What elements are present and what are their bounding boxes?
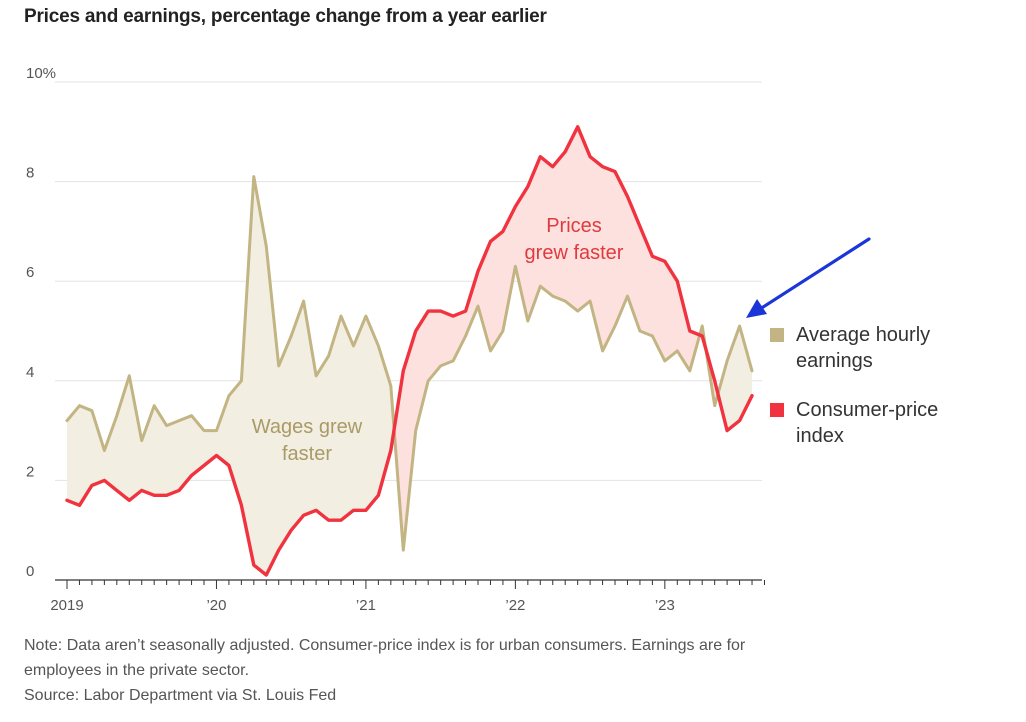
footnote: Note: Data aren’t seasonally adjusted. C… [24, 633, 924, 708]
legend-item-cpi: Consumer-price index [770, 397, 996, 449]
note-line1: Note: Data aren’t seasonally adjusted. C… [24, 637, 746, 654]
x-axis: 2019 ’20 ’21 ’22 ’23 [50, 579, 765, 614]
arrow-head [746, 299, 767, 318]
note-line2: employees in the private sector. [24, 662, 250, 679]
annotation-prices-faster: grew faster [525, 242, 624, 264]
wages-faster-area [717, 326, 753, 431]
wages-faster-area [67, 176, 395, 576]
y-tick-label: 4 [26, 364, 34, 381]
annotation-wages-faster: faster [282, 443, 332, 465]
y-tick-label: 10% [26, 65, 56, 82]
legend-swatch-cpi [770, 403, 784, 417]
series-lines [65, 125, 754, 577]
series-line-earnings [65, 175, 754, 552]
y-tick-label: 6 [26, 264, 34, 281]
annotation-prices-faster: Prices [546, 215, 602, 237]
x-tick-label: ’23 [655, 597, 675, 614]
annotations: Wages grew faster Prices grew faster [252, 215, 624, 465]
y-tick-label: 0 [26, 563, 34, 580]
arrow-annotation [746, 237, 871, 318]
legend-label-earnings-line2: earnings [796, 350, 873, 372]
series-line-cpi [65, 125, 754, 577]
legend-label-earnings-line1: Average hourly [796, 324, 931, 346]
chart-title: Prices and earnings, percentage change f… [24, 6, 547, 27]
legend-swatch-earnings [770, 328, 784, 342]
y-tick-label: 2 [26, 463, 34, 480]
annotation-wages-faster: Wages grew [252, 416, 363, 438]
x-tick-label: ’22 [505, 597, 525, 614]
legend-label-cpi-line1: Consumer-price [796, 399, 939, 421]
arrow-shaft [758, 237, 871, 311]
x-tick-label: ’21 [356, 597, 376, 614]
source-line: Source: Labor Department via St. Louis F… [24, 687, 337, 704]
legend-label-cpi-line2: index [796, 425, 844, 447]
legend-item-earnings: Average hourly earnings [770, 322, 996, 374]
prices-faster-area [394, 126, 700, 551]
x-tick-label: 2019 [50, 597, 83, 614]
x-tick-label: ’20 [206, 597, 226, 614]
line-chart: 10% 8 6 4 2 0 2019 ’20 ’21 ’22 ’23 Wages grew fast… [26, 65, 871, 614]
y-tick-label: 8 [26, 165, 34, 182]
